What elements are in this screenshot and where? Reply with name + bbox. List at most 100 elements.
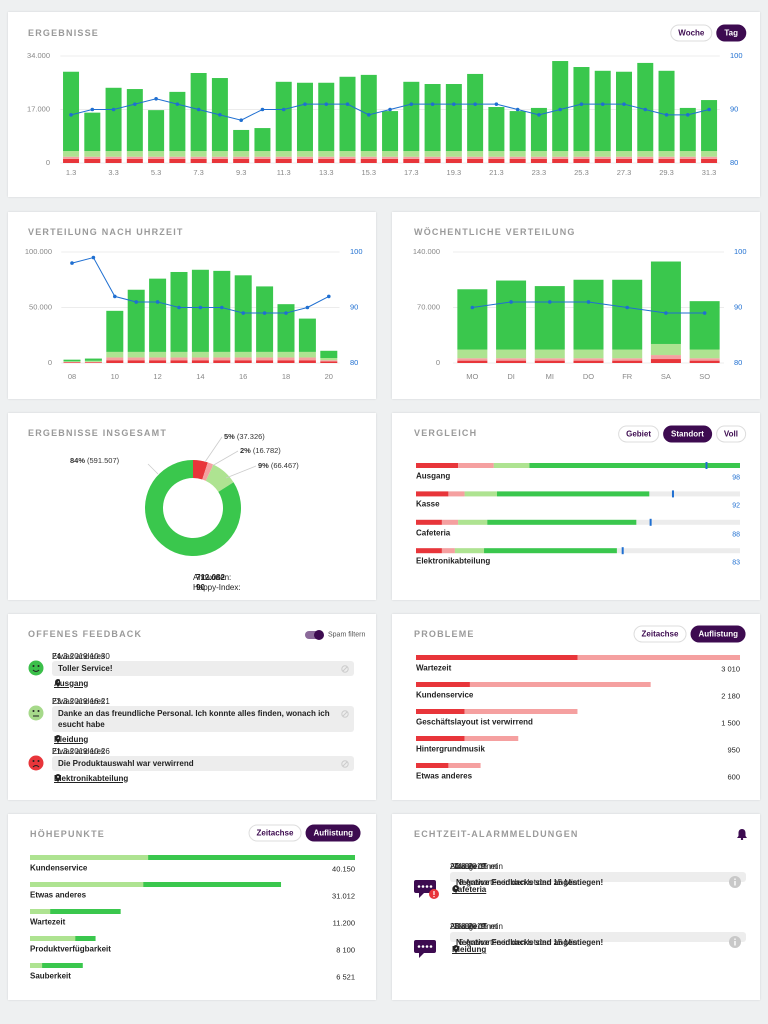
x-tick-label: FR [622, 372, 633, 381]
row-value: 6 521 [336, 972, 355, 982]
bar-segment [63, 151, 80, 157]
row-label: Cafeteria [416, 528, 451, 538]
bar-part [416, 763, 449, 768]
bar-segment [679, 158, 696, 163]
x-tick-label: 31.3 [702, 168, 717, 177]
line-point [196, 107, 201, 112]
x-tick-label: 08 [68, 372, 76, 381]
line-point [494, 102, 499, 106]
y-tick-label: 0 [48, 358, 52, 367]
line-point [430, 102, 435, 106]
toggle-button[interactable]: Tag [716, 24, 746, 42]
x-tick-label: 18 [282, 372, 290, 381]
leader-line [225, 465, 257, 479]
index-value: 88 [732, 531, 740, 539]
bar [30, 909, 121, 914]
bar [416, 655, 740, 660]
bar-segment [275, 151, 292, 157]
bar-segment [127, 357, 145, 361]
toggle-button[interactable]: Zeitachse [248, 824, 302, 842]
toggle-button[interactable]: Auflistung [305, 824, 361, 842]
line-point [239, 118, 243, 122]
bar-segment [488, 106, 505, 152]
slice-percent: 84% [70, 456, 85, 465]
alert-duration: · Dauer 15 min [450, 862, 503, 871]
line-point [198, 305, 203, 310]
bar-segment [448, 491, 465, 497]
donut-slice [145, 460, 242, 556]
line-point [366, 113, 371, 117]
bar-segment [594, 151, 611, 157]
bar-segment [534, 358, 565, 361]
alert-header: Alert geöffnet 14:30 · Dauer 15 min 24.3.20… [450, 862, 746, 871]
bar-segment [105, 151, 122, 157]
feedback-item: Etwas anderes 21.3.2019 10:26 Die Produkta… [28, 747, 354, 783]
bar-segment [298, 318, 316, 352]
toggle-button[interactable]: Standort [663, 425, 712, 443]
row-label: Kundenservice [416, 690, 474, 700]
bar-segment [530, 151, 547, 157]
panel-title: VERTEILUNG NACH UHRZEIT [28, 227, 184, 237]
donut-slice [205, 464, 234, 492]
slice-count: (591.507) [87, 456, 120, 465]
index-value: 92 [732, 502, 740, 510]
bar-segment [106, 360, 124, 363]
bar-segment [148, 151, 165, 157]
y2-tick-label: 80 [734, 358, 742, 367]
bar-segment [424, 156, 441, 159]
line-point [154, 97, 158, 101]
button-group: Zeitachse Auflistung [248, 824, 361, 842]
bar-segment [126, 158, 143, 163]
toggle-button[interactable]: Voll [715, 425, 746, 443]
bar-segment [191, 357, 209, 361]
bar-segment [612, 279, 643, 350]
bar-segment [63, 362, 81, 363]
x-tick-label: 1.3 [66, 168, 76, 177]
panel-title: VERGLEICH [414, 428, 478, 438]
toggle-button[interactable]: Woche [670, 24, 713, 42]
bar-segment [277, 357, 295, 361]
alert-time: 14:30 [453, 862, 474, 871]
bar-segment [509, 151, 526, 157]
bar-segment [148, 158, 165, 163]
bar-segment [190, 158, 207, 163]
bar-segment [63, 158, 80, 163]
bar-segment [277, 304, 295, 352]
item-header: Etwas anderes 23.3.2019 16:21 [52, 697, 354, 706]
button-group: Gebiet Standort Voll [618, 425, 746, 443]
spam-filter-label[interactable]: Spam filtern [328, 631, 366, 639]
icon [28, 705, 44, 721]
panel [392, 614, 760, 800]
line-point [702, 311, 707, 315]
alert-time: 16:30 [453, 922, 474, 931]
slice-count: (37.326) [237, 432, 265, 441]
bar-segment [658, 156, 675, 159]
alert-opened-label: Alert geöffnet [450, 922, 498, 931]
bar-segment [213, 270, 231, 352]
bar-segment [234, 351, 252, 358]
x-tick-label: 16 [239, 372, 247, 381]
panel [8, 413, 376, 600]
row-label: Kasse [416, 499, 440, 509]
index-label: Happy-Index: [193, 583, 241, 592]
alert-headline: Negative Feedbacks sind angestiegen! [456, 878, 604, 887]
bar-segment [650, 261, 681, 344]
bar-segment [149, 278, 167, 352]
bar-segment [213, 360, 231, 363]
bar-segment [213, 351, 231, 358]
bar-segment [360, 74, 377, 152]
bar-segment [127, 360, 145, 363]
bar-segment [534, 349, 565, 359]
y-tick-label: 70.000 [417, 302, 440, 311]
toggle-button[interactable]: Zeitachse [633, 625, 687, 643]
toggle-button[interactable]: Auflistung [690, 625, 746, 643]
bar-segment [84, 362, 102, 363]
toggle-button[interactable]: Gebiet [618, 425, 660, 443]
panel-title: HÖHEPUNKTE [30, 829, 106, 839]
bar-part [416, 655, 578, 660]
row-label: Wartezeit [30, 917, 66, 927]
line-point [220, 305, 224, 310]
alert-header: Alert geöffnet 16:30 · Dauer 15 min 23.3.20… [450, 922, 746, 931]
bar-segment [594, 70, 611, 152]
x-tick-label: 11.3 [277, 168, 291, 177]
